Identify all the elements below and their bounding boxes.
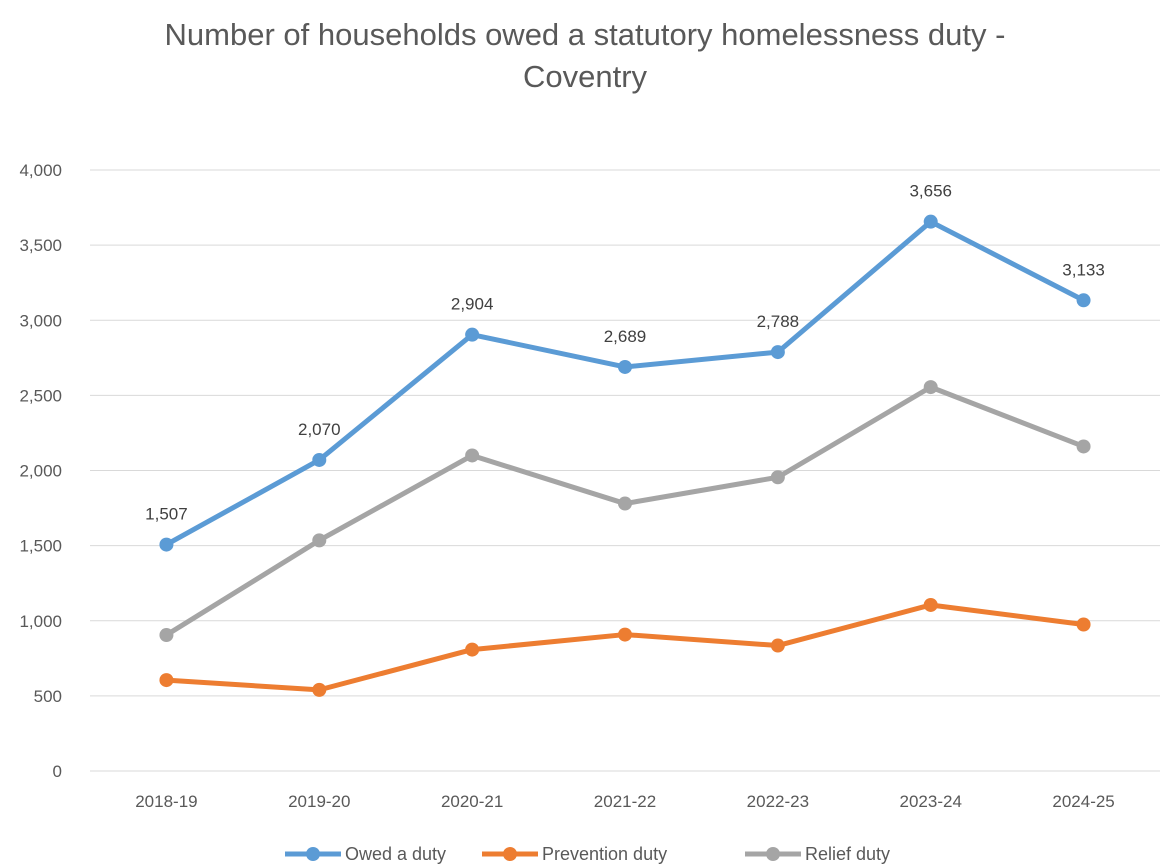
data-point (1076, 617, 1091, 632)
legend-item: Relief duty (745, 844, 890, 864)
data-point (159, 628, 174, 643)
y-tick-label: 1,500 (19, 537, 62, 556)
data-point (1076, 293, 1091, 308)
data-point (465, 642, 480, 657)
x-tick-label: 2020-21 (441, 792, 503, 811)
series-relief-duty (159, 380, 1091, 643)
chart-title: Number of households owed a statutory ho… (0, 14, 1170, 98)
series-prevention-duty (159, 597, 1091, 697)
data-point (770, 345, 785, 360)
data-point (465, 327, 480, 342)
x-tick-label: 2022-23 (747, 792, 809, 811)
data-label: 2,070 (298, 420, 341, 439)
legend-swatch-marker (766, 847, 780, 861)
x-tick-label: 2018-19 (135, 792, 197, 811)
x-tick-label: 2023-24 (900, 792, 962, 811)
data-label: 2,904 (451, 295, 494, 314)
data-labels: 1,507 2,070 2,904 2,689 2,788 3,656 3,133 (145, 182, 1105, 524)
data-label: 3,133 (1062, 260, 1105, 279)
data-point (770, 470, 785, 485)
data-label: 2,788 (757, 312, 800, 331)
y-tick-label: 3,500 (19, 236, 62, 255)
legend-item: Owed a duty (285, 844, 446, 864)
series-owed-a-duty (159, 214, 1091, 552)
data-label: 2,689 (604, 327, 647, 346)
x-axis-tick-labels: 2018-19 2019-20 2020-21 2021-22 2022-23 2023-… (135, 792, 1115, 811)
legend-swatch-marker (306, 847, 320, 861)
data-point (618, 627, 632, 642)
y-tick-label: 2,000 (19, 462, 62, 481)
data-point (923, 597, 938, 612)
legend-label: Owed a duty (345, 844, 446, 864)
data-point (618, 496, 632, 511)
data-point (923, 214, 938, 229)
data-point (159, 673, 174, 688)
data-point (770, 638, 785, 653)
x-tick-label: 2024-25 (1052, 792, 1114, 811)
data-label: 3,656 (909, 182, 952, 201)
legend-label: Relief duty (805, 844, 890, 864)
y-tick-label: 2,500 (19, 386, 62, 405)
y-tick-label: 0 (53, 762, 62, 781)
data-point (159, 537, 174, 552)
data-point (312, 682, 327, 697)
series-lines (159, 214, 1091, 697)
legend: Owed a duty Prevention duty Relief duty (285, 844, 890, 864)
data-point (312, 533, 327, 548)
legend-item: Prevention duty (482, 844, 667, 864)
data-point (923, 380, 938, 395)
y-axis-tick-labels: 0 500 1,000 1,500 2,000 2,500 3,000 3,500 4,000 (19, 161, 62, 781)
legend-swatch-marker (503, 847, 517, 861)
data-point (618, 359, 632, 374)
y-tick-label: 3,000 (19, 311, 62, 330)
y-tick-label: 4,000 (19, 161, 62, 180)
y-tick-label: 1,000 (19, 612, 62, 631)
chart-title-line-2: Coventry (522, 59, 648, 94)
data-point (465, 448, 480, 463)
x-tick-label: 2019-20 (288, 792, 350, 811)
series-line (163, 602, 1087, 693)
y-tick-label: 500 (34, 687, 62, 706)
chart-title-line-1: Number of households owed a statutory ho… (164, 17, 1006, 52)
legend-label: Prevention duty (542, 844, 667, 864)
x-tick-label: 2021-22 (594, 792, 656, 811)
data-point (312, 452, 327, 467)
data-point (1076, 439, 1091, 454)
gridlines (90, 169, 1160, 772)
data-label: 1,507 (145, 505, 188, 524)
series-line (163, 219, 1087, 548)
